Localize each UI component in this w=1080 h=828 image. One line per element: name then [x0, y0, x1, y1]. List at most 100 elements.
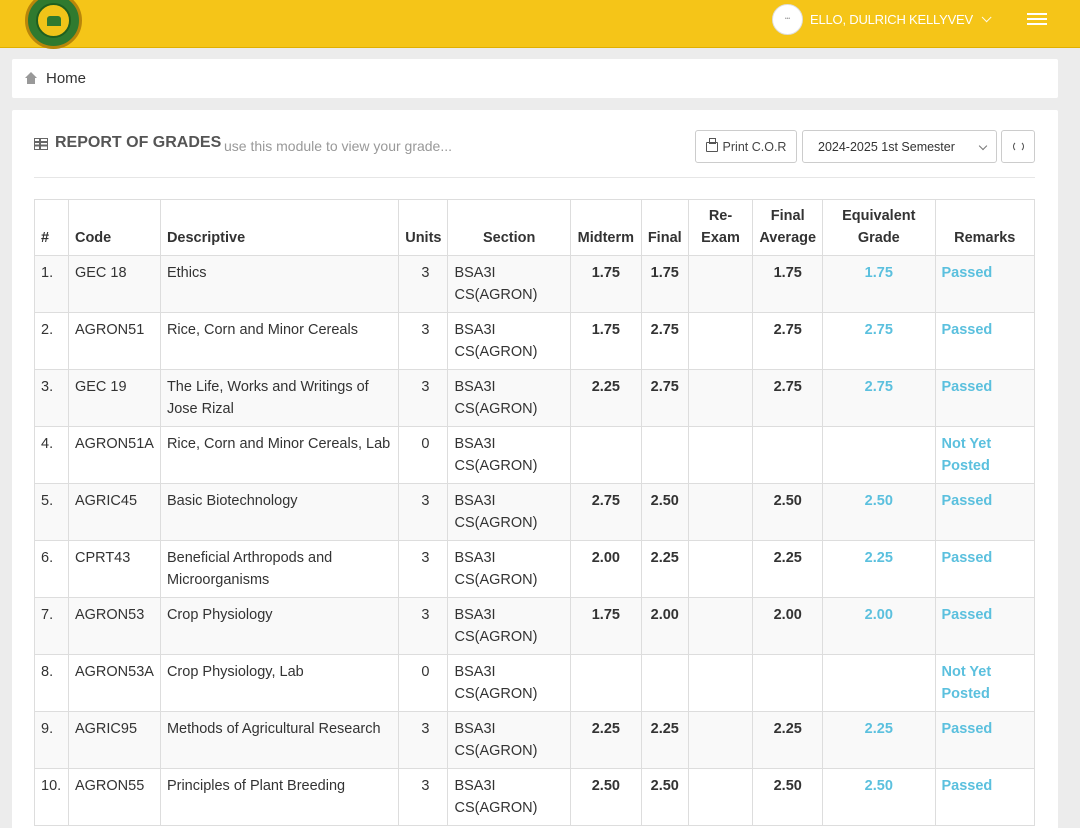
final-grade: 2.75	[640, 312, 689, 370]
midterm-grade	[569, 426, 642, 484]
remarks-cell: Not Yet Posted	[934, 654, 1035, 712]
subject-code: AGRON55	[67, 768, 161, 826]
university-logo[interactable]	[25, 0, 82, 49]
equivalent-grade: 2.75	[822, 312, 936, 370]
section-cell: BSA3I CS(AGRON)	[447, 768, 571, 826]
midterm-grade: 2.50	[569, 768, 642, 826]
page-title: REPORT OF GRADES	[55, 134, 222, 151]
semester-select[interactable]: 2024-2025 1st Semester	[802, 130, 997, 163]
equivalent-grade	[822, 654, 936, 712]
midterm-grade: 1.75	[569, 597, 642, 655]
final-grade	[640, 426, 689, 484]
reexam-grade	[687, 426, 754, 484]
final-grade: 2.50	[640, 483, 689, 541]
section-cell: BSA3I CS(AGRON)	[447, 369, 571, 427]
row-number: 2.	[34, 312, 69, 370]
remarks-cell: Passed	[934, 312, 1035, 370]
section-cell: BSA3I CS(AGRON)	[447, 483, 571, 541]
col-header: Final	[640, 199, 689, 256]
menu-icon[interactable]	[1027, 13, 1047, 25]
final-average: 2.75	[752, 312, 824, 370]
units-cell: 3	[398, 597, 449, 655]
col-header: Remarks	[934, 199, 1035, 256]
subject-code: CPRT43	[67, 540, 161, 598]
units-cell: 3	[398, 369, 449, 427]
reexam-grade	[687, 369, 754, 427]
remarks-cell: Passed	[934, 483, 1035, 541]
subject-descriptive: Crop Physiology	[159, 597, 400, 655]
table-row: 1. GEC 18 Ethics 3 BSA3I CS(AGRON) 1.75 1.75 1.…	[34, 255, 1035, 313]
home-icon	[24, 71, 39, 86]
reexam-grade	[687, 540, 754, 598]
reexam-grade	[687, 654, 754, 712]
row-number: 1.	[34, 255, 69, 313]
subject-code: GEC 19	[67, 369, 161, 427]
final-grade: 2.50	[640, 768, 689, 826]
col-header: Descriptive	[159, 199, 400, 256]
row-number: 6.	[34, 540, 69, 598]
top-navbar: ••• ELLO, DULRICH KELLYVEV	[0, 0, 1080, 49]
subject-descriptive: Crop Physiology, Lab	[159, 654, 400, 712]
section-cell: BSA3I CS(AGRON)	[447, 540, 571, 598]
equivalent-grade: 2.25	[822, 711, 936, 769]
equivalent-grade: 2.50	[822, 483, 936, 541]
final-grade	[640, 654, 689, 712]
section-cell: BSA3I CS(AGRON)	[447, 312, 571, 370]
breadcrumb: Home	[12, 59, 1058, 98]
section-cell: BSA3I CS(AGRON)	[447, 654, 571, 712]
user-menu[interactable]: ••• ELLO, DULRICH KELLYVEV	[772, 3, 992, 35]
subject-code: AGRIC95	[67, 711, 161, 769]
col-header: Units	[398, 199, 449, 256]
final-grade: 1.75	[640, 255, 689, 313]
col-header: #	[34, 199, 69, 256]
final-average	[752, 654, 824, 712]
units-cell: 3	[398, 255, 449, 313]
col-header: Section	[447, 199, 571, 256]
remarks-cell: Passed	[934, 597, 1035, 655]
final-average	[752, 426, 824, 484]
table-row: 8. AGRON53A Crop Physiology, Lab 0 BSA3I CS(…	[34, 654, 1035, 712]
reexam-grade	[687, 483, 754, 541]
breadcrumb-home[interactable]: Home	[46, 70, 87, 87]
row-number: 8.	[34, 654, 69, 712]
panel-header: REPORT OF GRADES use this module to view…	[34, 130, 1035, 178]
final-average: 1.75	[752, 255, 824, 313]
table-row: 7. AGRON53 Crop Physiology 3 BSA3I CS(AGRON)…	[34, 597, 1035, 655]
row-number: 7.	[34, 597, 69, 655]
row-number: 4.	[34, 426, 69, 484]
final-grade: 2.25	[640, 711, 689, 769]
final-grade: 2.25	[640, 540, 689, 598]
remarks-cell: Passed	[934, 540, 1035, 598]
subject-code: AGRON53A	[67, 654, 161, 712]
row-number: 10.	[34, 768, 69, 826]
subject-descriptive: Beneficial Arthropods and Microorganisms	[159, 540, 400, 598]
grades-panel: REPORT OF GRADES use this module to view…	[12, 110, 1058, 828]
chevron-down-icon	[978, 141, 988, 151]
reexam-grade	[687, 768, 754, 826]
refresh-button[interactable]	[1001, 130, 1035, 163]
midterm-grade	[569, 654, 642, 712]
user-name[interactable]: ELLO, DULRICH KELLYVEV	[810, 11, 973, 27]
refresh-icon	[1012, 141, 1024, 152]
chevron-down-icon[interactable]	[981, 11, 992, 22]
row-number: 5.	[34, 483, 69, 541]
final-average: 2.25	[752, 540, 824, 598]
col-header: Equivalent Grade	[822, 199, 936, 256]
equivalent-grade	[822, 426, 936, 484]
units-cell: 3	[398, 483, 449, 541]
midterm-grade: 2.00	[569, 540, 642, 598]
print-cor-button[interactable]: Print C.O.R	[695, 130, 797, 163]
section-cell: BSA3I CS(AGRON)	[447, 426, 571, 484]
final-average: 2.75	[752, 369, 824, 427]
subject-descriptive: Basic Biotechnology	[159, 483, 400, 541]
final-average: 2.50	[752, 483, 824, 541]
col-header: Midterm	[569, 199, 642, 256]
reexam-grade	[687, 255, 754, 313]
remarks-cell: Passed	[934, 255, 1035, 313]
reexam-grade	[687, 711, 754, 769]
final-grade: 2.00	[640, 597, 689, 655]
subject-descriptive: The Life, Works and Writings of Jose Riz…	[159, 369, 400, 427]
avatar[interactable]: •••	[772, 3, 803, 35]
midterm-grade: 1.75	[569, 312, 642, 370]
remarks-cell: Passed	[934, 369, 1035, 427]
